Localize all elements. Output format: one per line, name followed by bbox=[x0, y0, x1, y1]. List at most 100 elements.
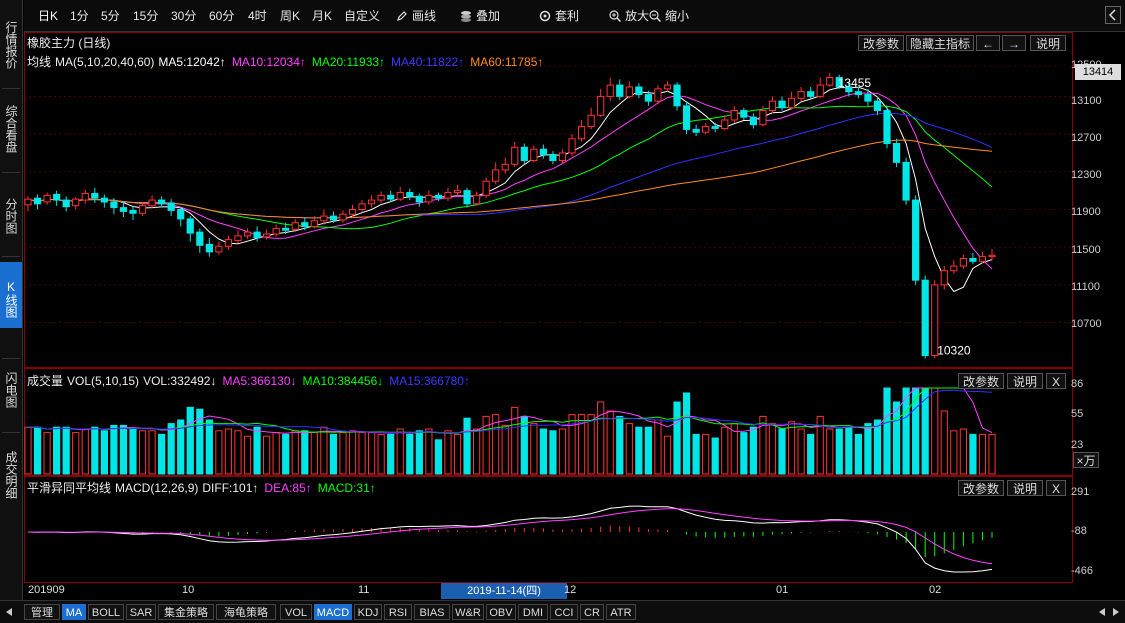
volume-bar bbox=[406, 433, 414, 475]
candle-body bbox=[301, 222, 309, 227]
tab-wr[interactable]: W&R bbox=[452, 604, 484, 620]
period-day[interactable]: 日K bbox=[38, 9, 59, 23]
macd-help-button[interactable]: 说明 bbox=[1007, 480, 1043, 496]
volume-bar bbox=[845, 426, 853, 475]
period-week[interactable]: 周K bbox=[280, 9, 301, 23]
volume-bar bbox=[167, 423, 175, 475]
candle-body bbox=[167, 202, 175, 211]
period-1min[interactable]: 1分 bbox=[70, 9, 89, 23]
side-tab-trades[interactable]: 成交明细 bbox=[4, 451, 18, 499]
volume-bar bbox=[511, 406, 519, 475]
tab-bias[interactable]: BIAS bbox=[414, 604, 450, 620]
volume-bar bbox=[549, 430, 557, 475]
candle-body bbox=[453, 190, 462, 194]
candle-body bbox=[53, 193, 61, 201]
macd-close-button[interactable]: X bbox=[1046, 480, 1066, 496]
tab-cr[interactable]: CR bbox=[580, 604, 604, 620]
period-4h[interactable]: 4时 bbox=[248, 9, 267, 23]
tab-macd[interactable]: MACD bbox=[314, 604, 352, 620]
side-tab-quote[interactable]: 行情报价 bbox=[4, 21, 18, 69]
chart-area[interactable]: 13455 10320 bbox=[24, 32, 1125, 583]
tab-manage[interactable]: 管理 bbox=[24, 604, 60, 620]
tab-sar[interactable]: SAR bbox=[126, 604, 156, 620]
collapse-panel-button[interactable] bbox=[1105, 6, 1121, 24]
tab-cci[interactable]: CCI bbox=[550, 604, 578, 620]
candle-body bbox=[72, 198, 80, 207]
tab-vol[interactable]: VOL bbox=[280, 604, 312, 620]
vol-legend: 成交量 VOL(5,10,15) VOL:332492↓ MA5:366130↓ MA1… bbox=[27, 372, 470, 389]
candle-body bbox=[597, 95, 605, 116]
period-15min[interactable]: 15分 bbox=[133, 9, 159, 23]
candle-body bbox=[415, 195, 423, 203]
tab-boll[interactable]: BOLL bbox=[88, 604, 124, 620]
tab-kdj[interactable]: KDJ bbox=[354, 604, 382, 620]
scroll-left-icon[interactable] bbox=[4, 607, 14, 617]
vol-help-button[interactable]: 说明 bbox=[1007, 373, 1043, 389]
tab-atr[interactable]: ATR bbox=[606, 604, 636, 620]
candle-body bbox=[787, 97, 796, 109]
period-30min[interactable]: 30分 bbox=[171, 9, 197, 23]
tab-ma[interactable]: MA bbox=[62, 604, 86, 620]
ma-legend: 均线 MA(5,10,20,40,60) MA5:12042↑ MA10:12034↑… bbox=[27, 53, 549, 70]
draw-line-button[interactable]: 画线 bbox=[396, 8, 436, 24]
tab-turtle-strategy[interactable]: 海龟策略 bbox=[216, 604, 276, 620]
period-custom[interactable]: 自定义 bbox=[344, 9, 381, 23]
volume-bar bbox=[415, 430, 423, 475]
side-tab-overview[interactable]: 综合看盘 bbox=[4, 105, 18, 153]
candle-body bbox=[606, 84, 614, 97]
arbitrage-button[interactable]: 套利 bbox=[539, 8, 579, 24]
candle-body bbox=[263, 233, 271, 238]
volume-bar bbox=[721, 426, 729, 475]
candle-body bbox=[768, 100, 777, 112]
volume-bar bbox=[520, 415, 528, 475]
candle-body bbox=[625, 86, 633, 97]
macd-chart bbox=[27, 505, 993, 573]
low-price-label: 10320 bbox=[937, 343, 971, 357]
prev-button[interactable]: ← bbox=[976, 35, 1000, 51]
vol-change-params-button[interactable]: 改参数 bbox=[958, 373, 1004, 389]
tab-dmi[interactable]: DMI bbox=[518, 604, 548, 620]
date-label: 01 bbox=[776, 584, 789, 596]
candle-body bbox=[62, 199, 70, 208]
tab-rsi[interactable]: RSI bbox=[384, 604, 412, 620]
side-tab-timeshare[interactable]: 分时图 bbox=[4, 198, 18, 234]
volume-bar bbox=[826, 428, 834, 475]
vol-title: 成交量 bbox=[27, 374, 64, 388]
main-change-params-button[interactable]: 改参数 bbox=[858, 35, 904, 51]
volume-bar bbox=[635, 426, 643, 475]
volume-bar bbox=[62, 426, 70, 475]
candle-body bbox=[969, 258, 977, 262]
macd-change-params-button[interactable]: 改参数 bbox=[958, 480, 1004, 496]
next-button[interactable]: → bbox=[1002, 35, 1026, 51]
volume-bar bbox=[224, 428, 233, 475]
top-toolbar: 日K 1分 5分 15分 30分 60分 4时 周K 月K 自定义 画线 叠加 … bbox=[24, 0, 1125, 32]
tab-jijin-strategy[interactable]: 集金策略 bbox=[158, 604, 214, 620]
side-tab-flash[interactable]: 闪电图 bbox=[4, 372, 18, 408]
period-5min[interactable]: 5分 bbox=[101, 9, 120, 23]
volume-bar bbox=[931, 387, 939, 475]
candle-body bbox=[978, 256, 987, 262]
main-help-button[interactable]: 说明 bbox=[1030, 35, 1066, 51]
candle-body bbox=[81, 192, 89, 201]
volume-bar bbox=[291, 430, 299, 475]
date-label: 201909 bbox=[28, 584, 65, 596]
candle-body bbox=[110, 201, 118, 209]
scroll-right-icon[interactable] bbox=[1111, 607, 1121, 617]
candle-body bbox=[816, 84, 824, 97]
period-month[interactable]: 月K bbox=[312, 9, 333, 23]
price-tick: 11100 bbox=[1071, 281, 1100, 293]
zoom-out-button[interactable]: 缩小 bbox=[649, 8, 689, 24]
period-60min[interactable]: 60分 bbox=[209, 9, 235, 23]
volume-bar bbox=[854, 433, 862, 475]
tab-obv[interactable]: OBV bbox=[486, 604, 516, 620]
volume-bar bbox=[787, 421, 796, 475]
volume-bar bbox=[883, 387, 891, 475]
side-tab-kline[interactable]: K线图 bbox=[0, 262, 22, 328]
last-price-tag: 13414 bbox=[1075, 64, 1121, 80]
overlay-button[interactable]: 叠加 bbox=[460, 8, 500, 24]
zoom-in-button[interactable]: 放大 bbox=[609, 8, 649, 24]
scroll-left-icon[interactable] bbox=[1097, 607, 1107, 617]
vol-close-button[interactable]: X bbox=[1046, 373, 1066, 389]
hide-main-indicator-button[interactable]: 隐藏主指标 bbox=[906, 35, 974, 51]
volume-bar bbox=[119, 424, 128, 475]
